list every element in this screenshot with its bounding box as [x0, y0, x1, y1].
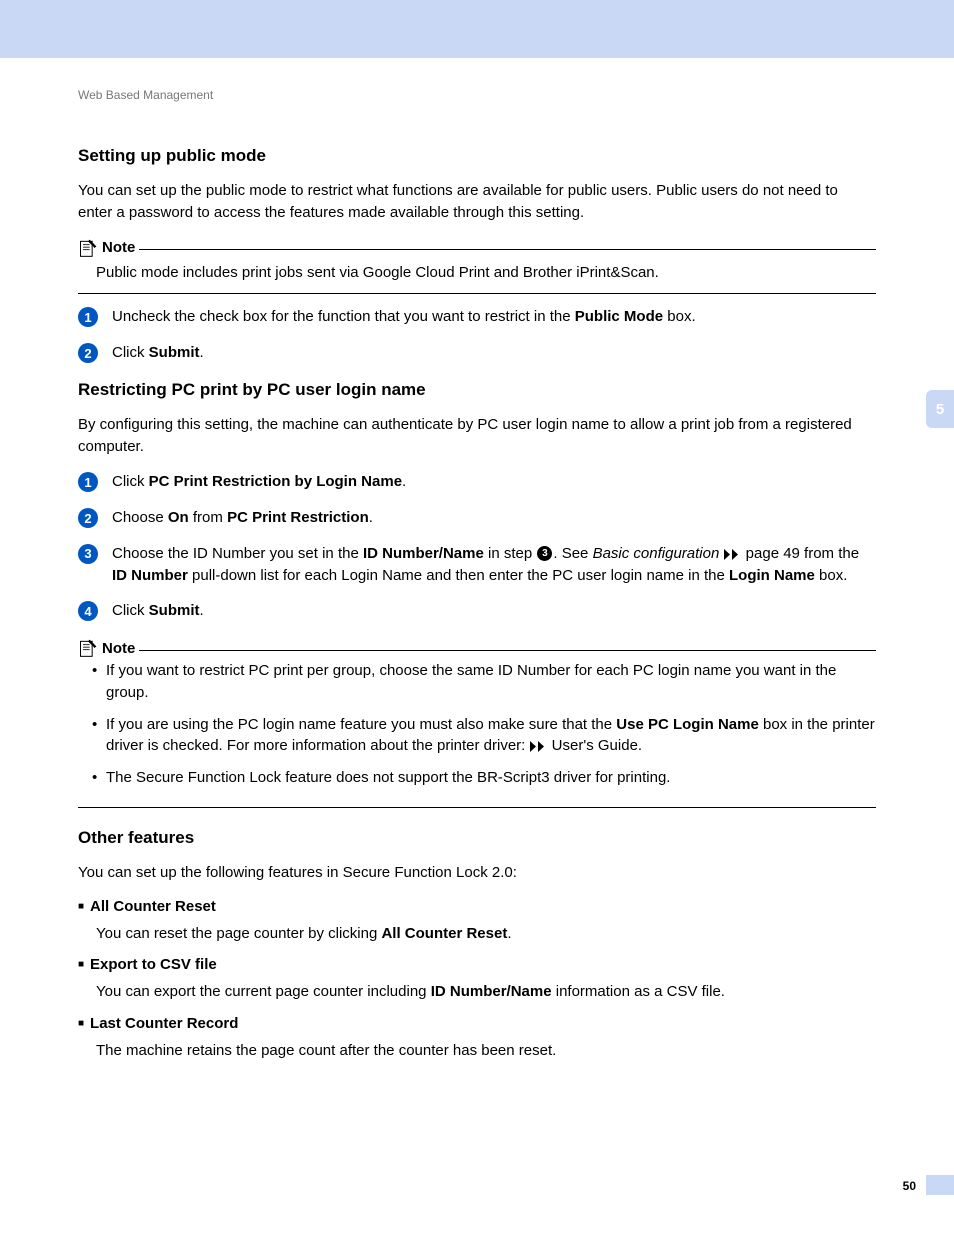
note-icon [78, 638, 98, 658]
note-bullets: If you want to restrict PC print per gro… [78, 658, 876, 801]
step-text: Uncheck the check box for the function t… [112, 306, 876, 328]
double-arrow-icon [530, 741, 548, 752]
feature-desc: You can export the current page counter … [78, 981, 876, 1003]
intro-restricting: By configuring this setting, the machine… [78, 414, 876, 458]
header-bar [0, 0, 954, 58]
note-bullet: If you want to restrict PC print per gro… [92, 660, 876, 704]
step-text: Click Submit. [112, 342, 876, 364]
heading-restricting: Restricting PC print by PC user login na… [78, 380, 876, 400]
heading-other-features: Other features [78, 828, 876, 848]
steps-public-mode: 1 Uncheck the check box for the function… [78, 306, 876, 364]
note-bullet: If you are using the PC login name featu… [92, 714, 876, 758]
intro-other-features: You can set up the following features in… [78, 862, 876, 884]
step-number-1: 1 [78, 472, 98, 492]
feature-title: Last Counter Record [78, 1015, 876, 1032]
page-tab [926, 1175, 954, 1195]
step-text: Click PC Print Restriction by Login Name… [112, 471, 876, 493]
feature-desc: You can reset the page counter by clicki… [78, 923, 876, 945]
page-number: 50 [903, 1179, 916, 1193]
page-content: Web Based Management Setting up public m… [0, 58, 954, 1062]
step-text: Choose On from PC Print Restriction. [112, 507, 876, 529]
double-arrow-icon [724, 549, 742, 560]
breadcrumb: Web Based Management [78, 88, 876, 102]
step-number-1: 1 [78, 307, 98, 327]
feature-title: Export to CSV file [78, 956, 876, 973]
feature-title: All Counter Reset [78, 898, 876, 915]
chapter-tab: 5 [926, 390, 954, 428]
note-label: Note [102, 239, 135, 256]
note-block-1: Note Public mode includes print jobs sen… [78, 238, 876, 295]
step-text: Choose the ID Number you set in the ID N… [112, 543, 876, 587]
step-number-2: 2 [78, 508, 98, 528]
steps-restricting: 1 Click PC Print Restriction by Login Na… [78, 471, 876, 622]
step-number-2: 2 [78, 343, 98, 363]
note-body-1: Public mode includes print jobs sent via… [78, 258, 876, 288]
feature-list: All Counter Reset You can reset the page… [78, 898, 876, 1062]
note-label: Note [102, 640, 135, 657]
note-block-2: Note If you want to restrict PC print pe… [78, 638, 876, 808]
feature-desc: The machine retains the page count after… [78, 1040, 876, 1062]
intro-public-mode: You can set up the public mode to restri… [78, 180, 876, 224]
step-text: Click Submit. [112, 600, 876, 622]
note-bullet: The Secure Function Lock feature does no… [92, 767, 876, 789]
step-number-3: 3 [78, 544, 98, 564]
note-icon [78, 238, 98, 258]
heading-public-mode: Setting up public mode [78, 146, 876, 166]
inline-step-ref: 3 [537, 546, 552, 561]
step-number-4: 4 [78, 601, 98, 621]
